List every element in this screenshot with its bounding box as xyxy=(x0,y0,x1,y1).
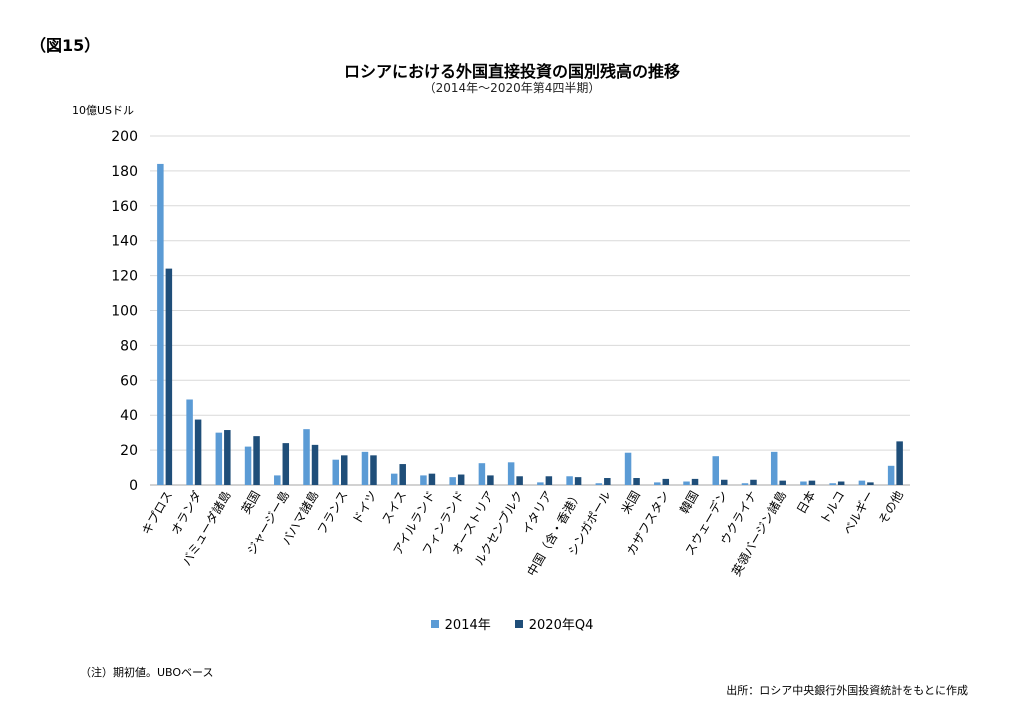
bar-2020q4 xyxy=(516,476,523,485)
bar-2014 xyxy=(303,429,310,485)
bar-2014 xyxy=(186,399,193,485)
bar-2014 xyxy=(683,481,690,485)
bar-2014 xyxy=(244,446,252,485)
footnote: （注）期初値。UBOベース xyxy=(80,666,214,679)
x-tick-label: その他 xyxy=(876,489,906,527)
bar-2020q4 xyxy=(604,478,611,485)
bars xyxy=(157,163,903,486)
bar-2014 xyxy=(478,463,486,485)
bar-2014 xyxy=(537,482,544,485)
bar-2014 xyxy=(361,451,369,485)
bar-2020q4 xyxy=(633,478,640,485)
bar-2020q4 xyxy=(253,436,260,485)
bar-2014 xyxy=(157,163,164,486)
bar-2020q4 xyxy=(399,464,406,485)
bar-2014 xyxy=(420,475,427,485)
bar-2020q4 xyxy=(224,430,231,485)
bar-2020q4 xyxy=(428,473,436,485)
x-tick-label: 米国 xyxy=(619,489,643,517)
x-tick-label: 韓国 xyxy=(677,489,701,517)
y-tick-label: 100 xyxy=(111,304,138,320)
legend-label-2020q4: 2020年Q4 xyxy=(528,618,594,633)
y-tick-label: 0 xyxy=(129,478,138,494)
bar-2014 xyxy=(712,456,719,485)
bar-2020q4 xyxy=(545,476,553,485)
bar-2014 xyxy=(274,475,281,485)
x-tick-label: スイス xyxy=(379,489,409,527)
bar-2014 xyxy=(887,465,895,485)
bar-2020q4 xyxy=(721,479,728,485)
y-tick-label: 200 xyxy=(111,129,138,145)
bar-2014 xyxy=(800,481,807,485)
bar-2014 xyxy=(595,483,603,485)
bar-2014 xyxy=(741,483,749,485)
y-tick-label: 180 xyxy=(111,164,138,180)
legend-item-2020q4: 2020年Q4 xyxy=(514,614,594,633)
bar-2020q4 xyxy=(487,475,494,485)
bar-2020q4 xyxy=(282,443,290,485)
bar-2020q4 xyxy=(750,479,757,485)
bar-2020q4 xyxy=(691,478,699,485)
bar-2020q4 xyxy=(194,419,202,485)
y-tick-label: 20 xyxy=(120,443,138,459)
bar-2014 xyxy=(215,432,223,485)
x-tick-label: 日本 xyxy=(794,489,818,517)
source-note: 出所：ロシア中央銀行外国投資統計をもとに作成 xyxy=(726,684,968,697)
bar-2020q4 xyxy=(867,482,874,485)
legend-label-2014: 2014年 xyxy=(444,618,491,633)
y-tick-label: 140 xyxy=(111,234,138,250)
y-tick-label: 120 xyxy=(111,269,138,285)
bar-2020q4 xyxy=(457,474,465,485)
figure-label: （図15） xyxy=(30,36,101,55)
bar-2020q4 xyxy=(779,480,786,485)
bar-2020q4 xyxy=(574,477,582,485)
bar-2020q4 xyxy=(165,268,173,485)
y-tick-label: 60 xyxy=(120,373,138,389)
y-axis-unit-label: 10億USドル xyxy=(72,104,135,117)
bar-2020q4 xyxy=(311,444,319,485)
bar-2014 xyxy=(829,483,836,485)
bar-2020q4 xyxy=(370,455,377,485)
legend-item-2014: 2014年 xyxy=(430,614,491,633)
bar-2014 xyxy=(332,459,339,485)
y-tick-label: 40 xyxy=(120,408,138,424)
legend-swatch-2020q4 xyxy=(514,619,523,628)
y-tick-label: 80 xyxy=(120,338,138,354)
x-tick-label: トルコ xyxy=(818,489,848,527)
bar-2014 xyxy=(770,451,778,485)
bar-2020q4 xyxy=(341,455,348,485)
bar-2014 xyxy=(507,462,515,485)
bar-2020q4 xyxy=(837,481,845,485)
bar-2014 xyxy=(624,452,632,485)
legend: 2014年 2020年Q4 xyxy=(0,614,1024,633)
bar-2014 xyxy=(654,482,661,485)
gridlines xyxy=(150,135,910,486)
y-tick-label: 160 xyxy=(111,199,138,215)
bar-2014 xyxy=(449,477,456,485)
bar-2014 xyxy=(390,473,398,485)
legend-swatch-2014 xyxy=(430,619,439,628)
bar-2020q4 xyxy=(896,441,903,485)
bar-2020q4 xyxy=(662,478,670,485)
bar-2014 xyxy=(566,476,573,485)
x-tick-label: ドイツ xyxy=(350,489,380,527)
bar-chart: 0 20 40 60 80 100 120 140 160 180 200 キプロスオランダバミュー… xyxy=(111,129,910,579)
bar-2020q4 xyxy=(808,480,816,485)
y-axis-tick-labels: 0 20 40 60 80 100 120 140 160 180 200 xyxy=(111,129,138,494)
bar-2014 xyxy=(858,480,866,485)
x-tick-label: 英国 xyxy=(239,489,263,517)
chart-title: ロシアにおける外国直接投資の国別残高の推移 xyxy=(343,62,680,81)
chart-subtitle: （2014年～2020年第4四半期） xyxy=(423,81,601,95)
